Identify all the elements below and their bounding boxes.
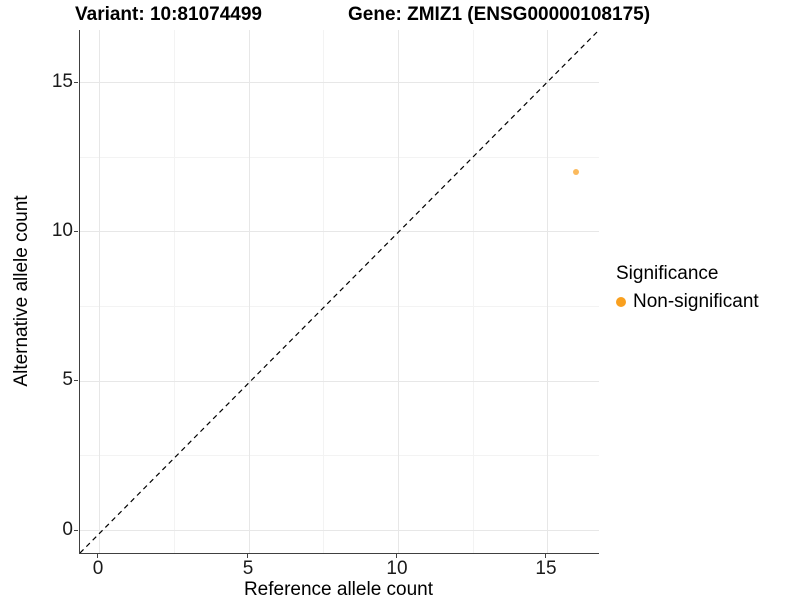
gridline-minor-horizontal (80, 455, 599, 456)
legend-item-label: Non-significant (633, 291, 759, 312)
gridline-minor-horizontal (80, 157, 599, 158)
y-tick-label-0: 0 (62, 519, 73, 540)
identity-dashed-line (80, 30, 599, 553)
x-tick-mark (545, 554, 546, 558)
gridline-minor-horizontal (80, 306, 599, 307)
x-tick-label-5: 5 (242, 558, 254, 579)
y-tick-label-15: 15 (51, 71, 73, 92)
plot-panel (79, 30, 599, 554)
y-tick-mark (74, 380, 78, 381)
y-tick-mark (74, 530, 78, 531)
y-tick-mark (74, 82, 78, 83)
legend-point-icon (616, 297, 626, 307)
variant-title: Variant: 10:81074499 (75, 4, 262, 25)
gridline-major-vertical (249, 30, 250, 553)
gridline-major-horizontal (80, 381, 599, 382)
y-tick-label-5: 5 (62, 369, 73, 390)
gridline-minor-vertical (323, 30, 324, 553)
legend-title: Significance (616, 263, 719, 284)
gridline-major-horizontal (80, 82, 599, 83)
x-tick-label-15: 15 (535, 558, 557, 579)
gene-title: Gene: ZMIZ1 (ENSG00000108175) (348, 4, 651, 25)
y-axis-title: Alternative allele count (11, 195, 32, 387)
x-tick-mark (97, 554, 98, 558)
x-axis-title: Reference allele count (243, 579, 434, 600)
gridline-major-vertical (547, 30, 548, 553)
legend: Significance Non-significant (616, 262, 759, 313)
y-tick-mark (74, 231, 78, 232)
x-tick-mark (247, 554, 248, 558)
x-tick-label-10: 10 (386, 558, 408, 579)
scatter-point-non-significant (573, 169, 579, 175)
legend-item-non-significant: Non-significant (616, 291, 759, 313)
gridline-major-horizontal (80, 231, 599, 232)
gridline-major-vertical (99, 30, 100, 553)
gridline-major-horizontal (80, 530, 599, 531)
x-tick-label-0: 0 (92, 558, 104, 579)
gridline-minor-vertical (473, 30, 474, 553)
gridline-major-vertical (398, 30, 399, 553)
x-tick-mark (396, 554, 397, 558)
gridline-minor-vertical (174, 30, 175, 553)
y-tick-label-10: 10 (51, 220, 73, 241)
